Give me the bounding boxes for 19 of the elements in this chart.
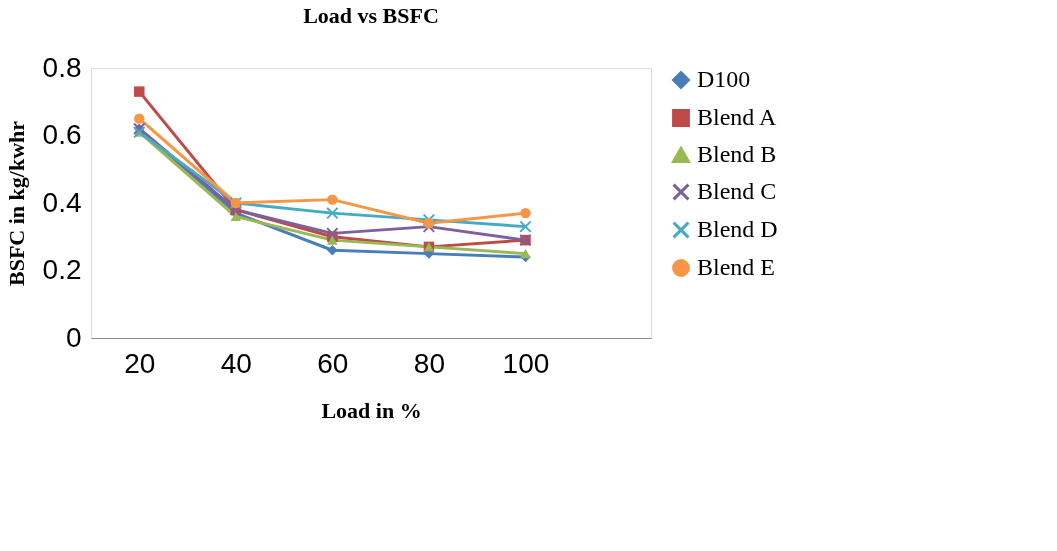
chart-title: Load vs BSFC bbox=[303, 3, 439, 28]
x-axis-title: Load in % bbox=[321, 397, 422, 423]
legend-label: Blend E bbox=[697, 254, 775, 280]
legend-label: Blend D bbox=[697, 216, 778, 242]
legend-label: Blend A bbox=[697, 104, 777, 130]
y-tick-label: 0.8 bbox=[42, 51, 82, 83]
legend-label: Blend C bbox=[697, 178, 777, 204]
y-tick-label: 0 bbox=[65, 321, 82, 353]
y-tick-label: 0.6 bbox=[42, 119, 82, 150]
y-tick-label: 0.2 bbox=[42, 254, 82, 285]
x-tick-label: 100 bbox=[502, 347, 550, 379]
legend-label: Blend B bbox=[697, 141, 777, 167]
legend-label: D100 bbox=[697, 66, 751, 92]
x-tick-label: 40 bbox=[220, 347, 252, 379]
x-tick-label: 20 bbox=[124, 347, 156, 379]
y-axis-title: BSFC in kg/kwhr bbox=[3, 120, 29, 287]
x-tick-label: 80 bbox=[413, 347, 446, 379]
x-tick-label: 60 bbox=[317, 347, 349, 379]
y-tick-label: 0.4 bbox=[42, 186, 82, 218]
